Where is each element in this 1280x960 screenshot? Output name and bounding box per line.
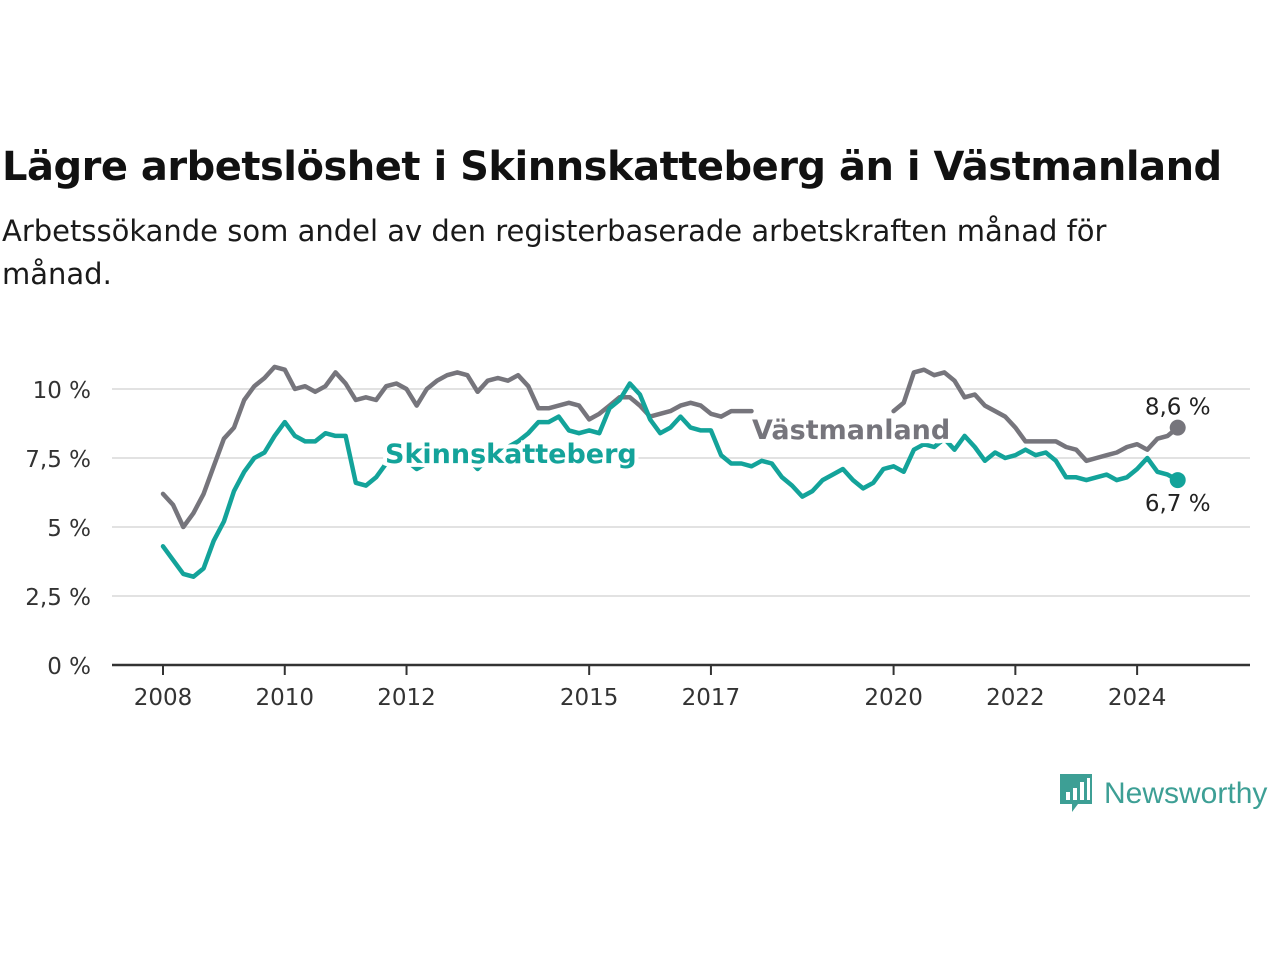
x-tick-label: 2012 <box>377 685 436 711</box>
series-name-label: Västmanland <box>752 415 950 446</box>
y-tick-label: 0 % <box>47 654 91 680</box>
newsworthy-logo-icon <box>1060 774 1092 812</box>
x-axis-tick-labels: 2008 2010 2012 2015 2017 2020 2022 2024 <box>134 665 1167 711</box>
x-tick-label: 2010 <box>255 685 314 711</box>
series-endpoint-västmanland <box>1169 419 1186 436</box>
x-tick-label: 2020 <box>864 685 923 711</box>
x-tick-label: 2008 <box>134 685 193 711</box>
series-end-value-label: 8,6 % <box>1145 395 1211 421</box>
series-labels: Västmanland 8,6 % Skinnskatteberg 6,7 % <box>381 392 1214 520</box>
y-axis-tick-labels: 0 % 2,5 % 5 % 7,5 % 10 % <box>25 378 91 680</box>
brand-name: Newsworthy <box>1104 777 1268 810</box>
y-tick-label: 2,5 % <box>25 585 91 611</box>
series-lines <box>160 364 1186 579</box>
newsworthy-logo: Newsworthy <box>1058 772 1267 816</box>
x-tick-label: 2017 <box>682 685 741 711</box>
chart-title: Lägre arbetslöshet i Skinnskatteberg än … <box>2 144 1222 190</box>
y-tick-label: 5 % <box>47 516 91 542</box>
y-tick-label: 10 % <box>33 378 91 404</box>
x-tick-label: 2015 <box>560 685 619 711</box>
series-end-value-label: 6,7 % <box>1145 491 1211 517</box>
series-line-skinnskatteberg <box>160 381 1180 579</box>
x-tick-label: 2024 <box>1108 685 1167 711</box>
series-name-label: Skinnskatteberg <box>385 439 637 470</box>
y-tick-label: 7,5 % <box>25 447 91 473</box>
series-line-västmanland <box>160 364 1180 530</box>
series-endpoint-skinnskatteberg <box>1169 472 1186 489</box>
x-tick-label: 2022 <box>986 685 1045 711</box>
chart-subtitle: Arbetssökande som andel av den registerb… <box>2 214 1107 291</box>
